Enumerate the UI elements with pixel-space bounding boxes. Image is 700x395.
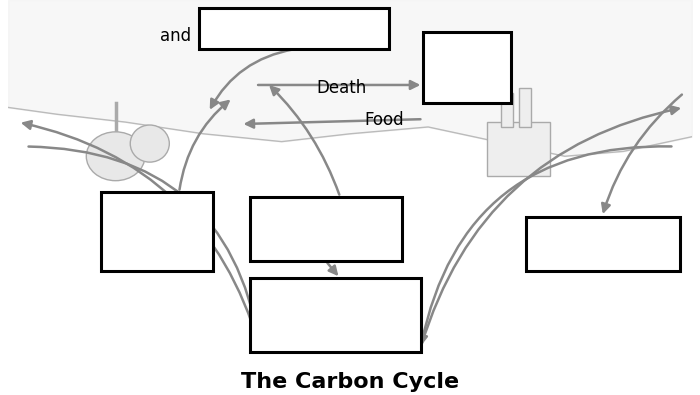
- Bar: [101, 192, 214, 271]
- Bar: [251, 197, 402, 261]
- Ellipse shape: [130, 125, 169, 162]
- Bar: [251, 278, 421, 352]
- Text: Death: Death: [317, 79, 367, 97]
- Bar: [501, 93, 513, 127]
- Ellipse shape: [86, 132, 145, 181]
- Bar: [519, 88, 531, 127]
- Bar: [526, 217, 680, 271]
- Text: Food: Food: [365, 111, 405, 129]
- Text: The Carbon Cycle: The Carbon Cycle: [241, 372, 459, 392]
- Bar: [424, 32, 511, 103]
- Bar: [199, 8, 389, 49]
- Bar: [486, 122, 550, 176]
- Text: and: and: [160, 27, 190, 45]
